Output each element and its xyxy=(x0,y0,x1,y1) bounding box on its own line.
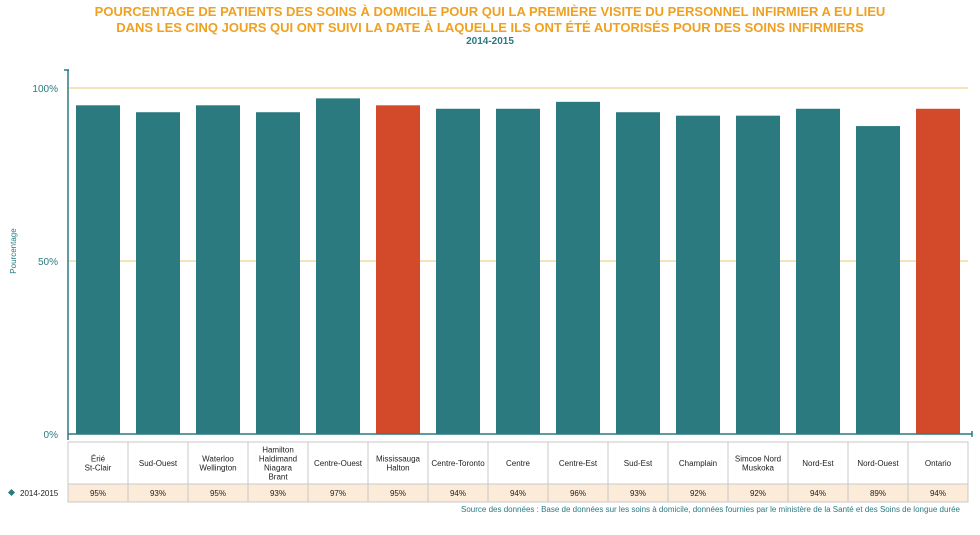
legend-label: 2014-2015 xyxy=(20,489,59,498)
bar xyxy=(856,126,900,434)
data-label: 95% xyxy=(390,489,406,498)
data-label: 96% xyxy=(570,489,586,498)
data-label: 94% xyxy=(930,489,946,498)
table-value-row xyxy=(67,483,969,503)
category-label: Simcoe Nord Muskoka xyxy=(735,455,781,473)
data-label: 93% xyxy=(630,489,646,498)
bar xyxy=(196,105,240,435)
category-label: Mississauga Halton xyxy=(376,455,421,473)
data-label: 94% xyxy=(450,489,466,498)
category-label: Nord-Ouest xyxy=(857,459,899,468)
category-label: Centre-Ouest xyxy=(314,459,363,468)
y-tick-label: 100% xyxy=(32,84,58,95)
category-label: Hamilton Haldimand Niagara Brant xyxy=(259,446,297,482)
bar xyxy=(316,98,360,434)
data-label: 94% xyxy=(510,489,526,498)
y-tick-label: 0% xyxy=(44,430,59,441)
bar xyxy=(616,112,660,434)
bar xyxy=(136,112,180,434)
category-label: Waterloo Wellington xyxy=(199,455,236,473)
category-label: Sud-Ouest xyxy=(139,459,178,468)
category-label: Érié St-Clair xyxy=(85,455,112,473)
data-label: 93% xyxy=(150,489,166,498)
bar xyxy=(256,112,300,434)
bar xyxy=(676,115,720,435)
legend-marker xyxy=(7,488,16,497)
category-label: Nord-Est xyxy=(802,459,834,468)
bar xyxy=(736,115,780,435)
data-source-note: Source des données : Base de données sur… xyxy=(461,505,960,514)
data-label: 92% xyxy=(690,489,706,498)
bar xyxy=(436,108,480,434)
data-label: 93% xyxy=(270,489,286,498)
bar xyxy=(556,101,600,434)
y-axis-title: Pourcentage xyxy=(9,228,18,274)
bar xyxy=(76,105,120,435)
chart-title-line-2: DANS LES CINQ JOURS QUI ONT SUIVI LA DAT… xyxy=(116,20,864,35)
data-label: 97% xyxy=(330,489,346,498)
chart-title: POURCENTAGE DE PATIENTS DES SOINS À DOMI… xyxy=(0,4,980,36)
category-label: Champlain xyxy=(679,459,717,468)
bar xyxy=(796,108,840,434)
chart-subtitle: 2014-2015 xyxy=(466,36,514,47)
chart-title-line-1: POURCENTAGE DE PATIENTS DES SOINS À DOMI… xyxy=(94,4,886,19)
category-label: Centre-Est xyxy=(559,459,598,468)
bar xyxy=(916,108,960,434)
category-label: Centre-Toronto xyxy=(431,459,485,468)
data-label: 92% xyxy=(750,489,766,498)
category-label: Sud-Est xyxy=(624,459,653,468)
data-label: 95% xyxy=(90,489,106,498)
y-tick-label: 50% xyxy=(38,257,58,268)
data-label: 89% xyxy=(870,489,886,498)
data-label: 95% xyxy=(210,489,226,498)
category-label: Centre xyxy=(506,459,531,468)
bar xyxy=(376,105,420,435)
bar xyxy=(496,108,540,434)
category-label: Ontario xyxy=(925,459,952,468)
data-label: 94% xyxy=(810,489,826,498)
